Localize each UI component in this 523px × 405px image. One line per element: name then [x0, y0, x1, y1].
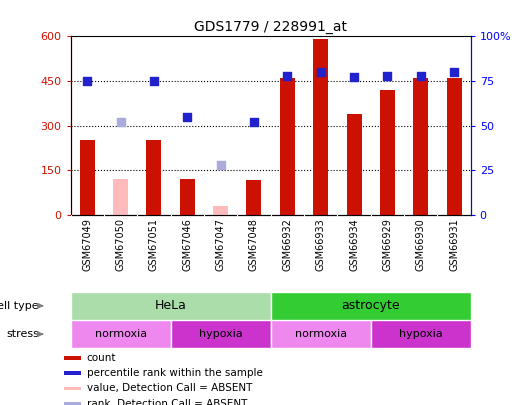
Point — [350, 74, 358, 81]
Text: GSM67047: GSM67047 — [215, 219, 225, 271]
Text: hypoxia: hypoxia — [399, 329, 442, 339]
Bar — [180, 179, 195, 215]
Text: normoxia: normoxia — [95, 329, 146, 339]
Bar — [313, 39, 328, 215]
Text: value, Detection Call = ABSENT: value, Detection Call = ABSENT — [87, 384, 252, 394]
Bar — [413, 78, 428, 215]
Text: GSM66930: GSM66930 — [416, 219, 426, 271]
Text: rank, Detection Call = ABSENT: rank, Detection Call = ABSENT — [87, 399, 247, 405]
Text: GSM66929: GSM66929 — [382, 219, 392, 271]
Text: count: count — [87, 353, 116, 363]
Bar — [271, 320, 371, 348]
Bar — [113, 179, 128, 215]
Text: cell type: cell type — [0, 301, 39, 311]
Text: GSM67051: GSM67051 — [149, 219, 159, 271]
Text: GSM67049: GSM67049 — [82, 219, 92, 271]
Bar — [213, 206, 228, 215]
Point — [150, 78, 158, 84]
Text: GSM66931: GSM66931 — [449, 219, 459, 271]
Bar — [347, 114, 361, 215]
Bar — [447, 78, 461, 215]
Bar — [71, 320, 170, 348]
Point — [316, 69, 325, 75]
Bar — [146, 141, 162, 215]
Point — [450, 69, 458, 75]
Text: HeLa: HeLa — [155, 299, 187, 312]
Bar — [64, 356, 81, 360]
Point — [217, 162, 225, 168]
Bar — [80, 141, 95, 215]
Point — [117, 119, 125, 125]
Point — [83, 78, 92, 84]
Text: GSM67048: GSM67048 — [249, 219, 259, 271]
Text: GSM66934: GSM66934 — [349, 219, 359, 271]
Text: astrocyte: astrocyte — [342, 299, 400, 312]
Bar — [380, 90, 395, 215]
Text: GSM67050: GSM67050 — [116, 219, 126, 271]
Bar — [64, 371, 81, 375]
Text: GSM66932: GSM66932 — [282, 219, 292, 271]
Text: stress: stress — [6, 329, 39, 339]
Text: percentile rank within the sample: percentile rank within the sample — [87, 368, 263, 378]
Point — [283, 72, 291, 79]
Bar — [64, 402, 81, 405]
Bar — [371, 320, 471, 348]
Text: hypoxia: hypoxia — [199, 329, 243, 339]
Text: GSM67046: GSM67046 — [183, 219, 192, 271]
Bar — [271, 292, 471, 320]
Bar — [71, 292, 271, 320]
Point — [183, 113, 191, 120]
Point — [383, 72, 392, 79]
Title: GDS1779 / 228991_at: GDS1779 / 228991_at — [194, 20, 347, 34]
Text: GSM66933: GSM66933 — [316, 219, 326, 271]
Point — [416, 72, 425, 79]
Bar — [170, 320, 271, 348]
Text: normoxia: normoxia — [294, 329, 347, 339]
Point — [250, 119, 258, 125]
Bar — [280, 78, 295, 215]
Bar — [64, 387, 81, 390]
Bar — [246, 181, 262, 215]
